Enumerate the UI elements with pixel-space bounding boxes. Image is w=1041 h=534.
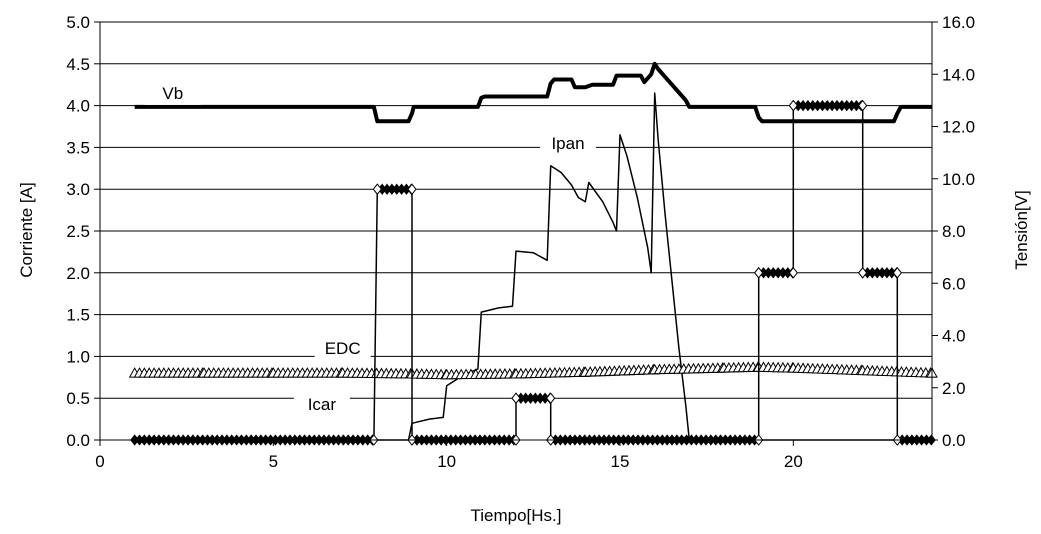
point-icar [892,266,902,279]
series-line-vb [134,61,932,124]
series-label-vb: Vb [162,84,183,103]
y-tick-label-left: 4.0 [66,97,90,116]
series-layer: Vb Ipan EDC Icar [128,61,938,446]
y-tick-label-right: 6.0 [942,274,966,293]
y-axis-title-left: Corriente [A] [17,182,36,277]
x-tick-label: 5 [269,452,278,471]
y-tick-label-right: 2.0 [942,379,966,398]
grid-layer [100,21,932,399]
series-label-bg [293,393,350,416]
point-icar [407,183,417,196]
point-icar [546,392,556,405]
y-tick-label-left: 2.0 [66,264,90,283]
series-label-bg [144,82,201,105]
point-icar [858,99,868,112]
y-tick-label-right: 10.0 [942,170,975,189]
y-tick-label-right: 4.0 [942,327,966,346]
point-icar [754,266,764,279]
series-vb: Vb [134,61,932,124]
y-tick-label-left: 0.0 [66,431,90,450]
series-line-ipan [134,92,932,441]
x-tick-label: 20 [784,452,803,471]
x-tick-label: 10 [437,452,456,471]
y-tick-label-left: 2.5 [66,222,90,241]
x-tick-label: 0 [95,452,104,471]
point-icar [858,266,868,279]
x-axis-title: Tiempo[Hs.] [470,506,561,525]
series-label-bg [540,133,596,156]
y-tick-label-left: 1.5 [66,306,90,325]
axes-layer: 0.0 0.5 1.0 1.5 2.0 2.5 3.0 3.5 4.0 4.5 5.0 0.0 2.0 4… [66,13,975,471]
series-label-icar: Icar [308,395,337,414]
point-icar [372,183,382,196]
series-label-bg [314,337,371,360]
series-edc: EDC [128,337,938,380]
y-tick-label-right: 0.0 [942,431,966,450]
y-tick-label-left: 3.5 [66,138,90,157]
point-icar [511,392,521,405]
y-tick-label-left: 3.0 [66,180,90,199]
series-label-ipan: Ipan [551,134,584,153]
y-tick-label-right: 14.0 [942,65,975,84]
point-icar [788,99,798,112]
y-tick-label-left: 1.0 [66,347,90,366]
y-tick-label-left: 5.0 [66,13,90,32]
series-ipan: Ipan [134,92,932,441]
y-tick-label-left: 0.5 [66,389,90,408]
point-icar [788,266,798,279]
y-axis-title-right: Tensión[V] [1012,190,1031,269]
y-tick-label-right: 16.0 [942,13,975,32]
y-tick-label-right: 12.0 [942,118,975,137]
y-tick-label-right: 8.0 [942,222,966,241]
y-tick-label-left: 4.5 [66,55,90,74]
series-label-edc: EDC [325,339,361,358]
x-tick-label: 15 [611,452,630,471]
